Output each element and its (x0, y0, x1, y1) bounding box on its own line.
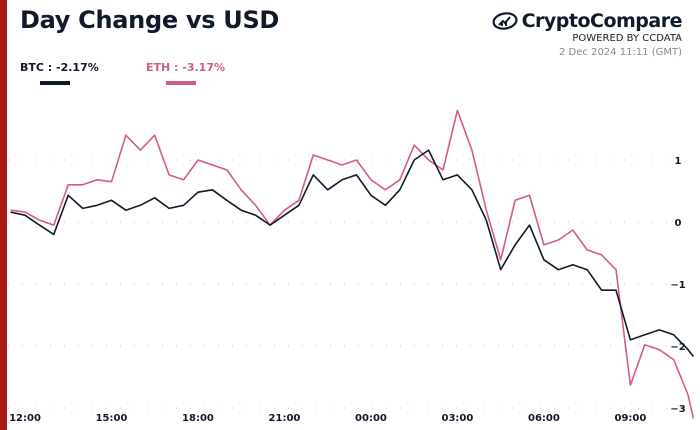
legend-swatch (166, 81, 196, 85)
legend-item-btc: BTC : -2.17% (20, 61, 99, 85)
legend-label: ETH : -3.17% (146, 61, 226, 74)
x-tick-label: 06:00 (528, 413, 560, 424)
brand-logo: CryptoCompare (492, 10, 683, 32)
chart-title: Day Change vs USD (20, 6, 280, 34)
x-tick-label: 18:00 (182, 413, 214, 424)
series-line-eth (10, 109, 695, 419)
legend-item-eth: ETH : -3.17% (146, 61, 226, 85)
legend-swatch (40, 81, 70, 85)
timestamp: 2 Dec 2024 11:11 (GMT) (559, 47, 682, 58)
x-tick-label: 00:00 (355, 413, 387, 424)
y-tick-label: 1 (675, 156, 682, 167)
x-tick-label: 09:00 (615, 413, 647, 424)
x-tick-label: 03:00 (442, 413, 474, 424)
y-tick-label: −3 (670, 404, 685, 415)
y-tick-label: 0 (675, 218, 682, 229)
x-tick-label: 12:00 (9, 413, 41, 424)
brand-block: CryptoCompare POWERED BY CCDATA 2 Dec 20… (492, 10, 683, 58)
series-line-btc (10, 149, 695, 357)
powered-by: POWERED BY CCDATA (572, 33, 682, 44)
y-tick-label: −2 (670, 342, 685, 353)
accent-bar (0, 0, 7, 430)
brand-name: CryptoCompare (521, 10, 683, 32)
x-tick-label: 15:00 (96, 413, 128, 424)
x-tick-label: 21:00 (269, 413, 301, 424)
chart-in-ellipse-icon (492, 12, 518, 30)
y-tick-label: −1 (670, 280, 685, 291)
legend-label: BTC : -2.17% (20, 61, 99, 74)
